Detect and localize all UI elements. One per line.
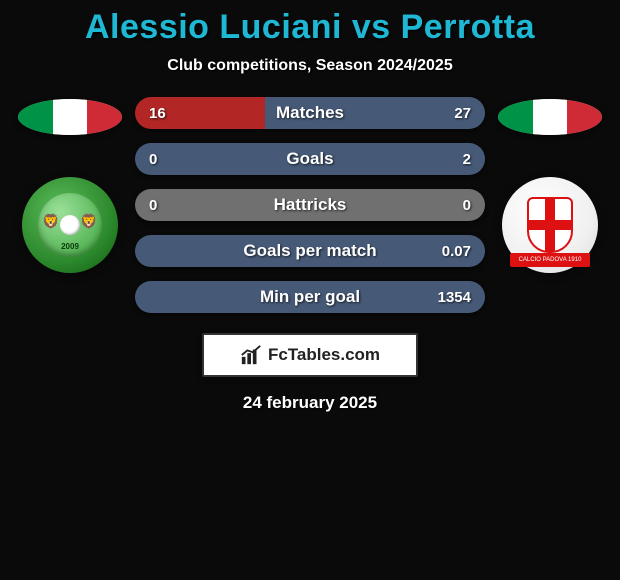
brand-text: FcTables.com <box>268 345 380 365</box>
left-player-column: 🦁 🦁 2009 <box>15 97 125 273</box>
date-label: 24 february 2025 <box>0 393 620 413</box>
crest-shield <box>527 197 573 253</box>
crest-cross-horizontal <box>529 220 571 230</box>
stat-right-value: 2 <box>449 143 485 175</box>
flag-stripes <box>498 99 602 135</box>
subtitle: Club competitions, Season 2024/2025 <box>0 57 620 75</box>
flag-stripe <box>87 99 122 135</box>
stat-row-hattricks: 0Hattricks0 <box>135 189 485 221</box>
flag-stripe <box>18 99 53 135</box>
flag-stripe <box>533 99 568 135</box>
stat-label: Goals <box>135 143 485 175</box>
flag-stripes <box>18 99 122 135</box>
crest-lion-icon: 🦁 <box>42 213 60 231</box>
crest-year: 2009 <box>38 242 102 251</box>
stat-label: Matches <box>135 97 485 129</box>
stat-row-mpg: Min per goal1354 <box>135 281 485 313</box>
stat-right-value: 0 <box>449 189 485 221</box>
bar-chart-icon <box>240 344 262 366</box>
infographic-container: Alessio Luciani vs Perrotta Club competi… <box>0 0 620 413</box>
crest-lion-icon: 🦁 <box>80 213 98 231</box>
crest-inner: 🦁 🦁 2009 <box>38 193 102 257</box>
right-player-column: CALCIO PADOVA 1910 <box>495 97 605 273</box>
stat-bars: 16Matches270Goals20Hattricks0Goals per m… <box>135 97 485 313</box>
stat-row-goals: 0Goals2 <box>135 143 485 175</box>
crest-ball-icon <box>60 215 80 235</box>
flag-stripe <box>567 99 602 135</box>
right-club-crest: CALCIO PADOVA 1910 <box>502 177 598 273</box>
page-title: Alessio Luciani vs Perrotta <box>0 8 620 47</box>
crest-ribbon: CALCIO PADOVA 1910 <box>510 253 590 267</box>
stat-right-value: 1354 <box>424 281 485 313</box>
flag-stripe <box>53 99 88 135</box>
brand-badge: FcTables.com <box>202 333 418 377</box>
left-club-crest: 🦁 🦁 2009 <box>22 177 118 273</box>
stat-label: Hattricks <box>135 189 485 221</box>
stat-right-value: 27 <box>440 97 485 129</box>
stat-row-gpm: Goals per match0.07 <box>135 235 485 267</box>
stat-right-value: 0.07 <box>428 235 485 267</box>
left-flag <box>18 99 122 135</box>
flag-stripe <box>498 99 533 135</box>
stat-row-matches: 16Matches27 <box>135 97 485 129</box>
right-flag <box>498 99 602 135</box>
main-row: 🦁 🦁 2009 16Matches270Goals20Hattricks0Go… <box>0 97 620 313</box>
